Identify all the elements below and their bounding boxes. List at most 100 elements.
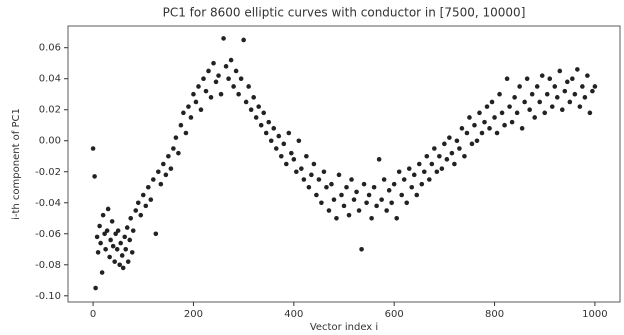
x-tick-label: 200 (184, 309, 203, 320)
point (439, 166, 445, 171)
point (502, 122, 507, 128)
point (117, 262, 122, 268)
point (524, 76, 530, 82)
point (124, 225, 130, 230)
point (381, 177, 387, 182)
point (401, 177, 407, 182)
point (411, 172, 417, 178)
point (570, 76, 575, 82)
point (542, 110, 548, 116)
point (396, 169, 402, 175)
point (449, 150, 455, 156)
point (311, 161, 317, 167)
point (213, 79, 219, 85)
point (120, 265, 126, 271)
point (102, 231, 107, 237)
point (118, 240, 123, 246)
point (477, 110, 482, 116)
point (344, 184, 349, 190)
point (268, 138, 274, 144)
y-axis-label: i-th component of PC1 (11, 108, 22, 220)
point (549, 104, 555, 109)
point (374, 203, 379, 209)
point (459, 126, 465, 131)
point (580, 84, 585, 89)
point (168, 166, 174, 171)
point (127, 237, 133, 243)
point (414, 192, 420, 198)
point (271, 126, 277, 131)
point (409, 184, 415, 190)
point (437, 153, 442, 159)
point (351, 197, 357, 202)
point (562, 88, 568, 94)
point (92, 174, 97, 179)
point (391, 181, 397, 187)
point (148, 197, 154, 202)
point (138, 212, 144, 218)
point (90, 146, 96, 151)
point (198, 107, 204, 113)
point (256, 104, 261, 109)
point (221, 36, 226, 41)
point (218, 91, 224, 97)
point (329, 181, 334, 187)
point (283, 161, 289, 167)
plot-frame (67, 25, 621, 303)
point (394, 215, 399, 221)
point (467, 115, 472, 120)
point (334, 215, 339, 221)
point (494, 130, 500, 136)
point (100, 212, 106, 218)
point (314, 192, 319, 198)
point (457, 146, 462, 151)
point (447, 135, 452, 140)
point (114, 246, 120, 252)
point (406, 166, 412, 171)
point (346, 212, 352, 218)
point (216, 73, 221, 78)
point (306, 184, 312, 190)
point (404, 200, 410, 206)
point (171, 146, 176, 151)
x-tick-label: 1000 (582, 309, 607, 320)
point (263, 130, 269, 136)
point (537, 99, 543, 105)
point (97, 223, 102, 229)
point (95, 250, 101, 255)
point (369, 215, 374, 221)
point (286, 130, 292, 136)
point (258, 122, 264, 128)
point (211, 60, 216, 66)
point (487, 126, 492, 131)
point (331, 197, 337, 202)
point (173, 135, 179, 140)
point (206, 68, 211, 74)
point (421, 169, 427, 175)
point (497, 91, 502, 97)
point (499, 110, 505, 116)
point (153, 231, 159, 237)
point (339, 192, 344, 198)
point (462, 153, 467, 159)
point (326, 208, 332, 213)
point (233, 68, 239, 74)
point (110, 243, 116, 249)
point (181, 110, 186, 116)
point (354, 189, 359, 195)
point (507, 104, 512, 109)
point (474, 138, 480, 144)
point (304, 153, 309, 159)
point (442, 141, 447, 147)
y-tick-label: -0.02 (35, 167, 61, 178)
point (489, 99, 495, 105)
point (119, 253, 125, 258)
point (472, 122, 477, 128)
point (359, 246, 364, 252)
x-tick-label: 0 (90, 309, 96, 320)
point (452, 161, 457, 167)
point (319, 200, 324, 206)
point (191, 91, 196, 97)
point (246, 84, 251, 89)
